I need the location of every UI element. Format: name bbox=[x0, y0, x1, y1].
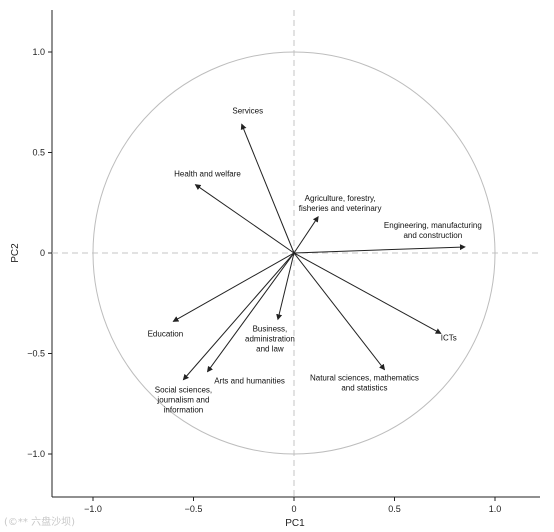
loading-vector bbox=[206, 252, 295, 373]
vector-label-line: Agriculture, forestry, bbox=[305, 194, 376, 203]
x-tick-label: −0.5 bbox=[185, 504, 203, 514]
y-tick-label: −1.0 bbox=[27, 449, 45, 459]
vector-label-line: Health and welfare bbox=[174, 170, 241, 179]
watermark-text: (©** 六盘沙坝) bbox=[4, 517, 75, 528]
y-axis-title: PC2 bbox=[10, 243, 21, 263]
y-tick-label: 0 bbox=[40, 248, 45, 258]
vector-label-line: and construction bbox=[403, 231, 462, 240]
loading-vector bbox=[293, 244, 466, 254]
vector-label: Arts and humanities bbox=[214, 377, 285, 386]
vector-label-line: and law bbox=[256, 344, 284, 353]
vector-label-line: journalism and bbox=[156, 396, 209, 405]
y-tick-label: −0.5 bbox=[27, 349, 45, 359]
x-tick-label: 1.0 bbox=[489, 504, 502, 514]
x-tick-label: −1.0 bbox=[84, 504, 102, 514]
loading-vector bbox=[194, 184, 295, 254]
loading-vector bbox=[172, 252, 295, 322]
vector-label: Engineering, manufacturing and constructi… bbox=[384, 221, 482, 240]
vector-label-line: fisheries and veterinary bbox=[299, 204, 382, 213]
loading-vector bbox=[240, 123, 295, 254]
y-tick-label: 0.5 bbox=[32, 148, 45, 158]
vector-label: ICTs bbox=[441, 333, 457, 342]
vector-label-line: ICTs bbox=[441, 333, 457, 342]
unit-circle bbox=[92, 51, 496, 455]
vector-label-line: Education bbox=[148, 329, 184, 338]
vector-label-line: Arts and humanities bbox=[214, 377, 285, 386]
vector-label: Education bbox=[148, 329, 184, 338]
vector-label-line: Business, bbox=[253, 324, 288, 333]
vector-label: Health and welfare bbox=[174, 170, 241, 179]
vector-label: Services bbox=[232, 106, 263, 115]
x-tick-label: 0 bbox=[291, 504, 296, 514]
loading-vector bbox=[182, 252, 295, 381]
vector-label-line: and statistics bbox=[341, 384, 387, 393]
y-tick-label: 1.0 bbox=[32, 47, 45, 57]
loading-vector bbox=[293, 252, 386, 371]
vector-label-line: Social sciences, bbox=[155, 386, 212, 395]
loading-vector bbox=[276, 252, 295, 321]
loading-vector bbox=[293, 215, 319, 254]
loading-vector bbox=[293, 252, 442, 334]
vector-label: Social sciences, journalism and informatio… bbox=[155, 386, 212, 415]
vector-label-line: administration bbox=[245, 334, 295, 343]
vector-label-line: Engineering, manufacturing bbox=[384, 221, 482, 230]
vector-label-line: Natural sciences, mathematics bbox=[310, 374, 419, 383]
vector-label-line: Services bbox=[232, 106, 263, 115]
vector-label-line: information bbox=[164, 406, 204, 415]
vector-label: Business, administration and law bbox=[245, 324, 295, 353]
vector-label: Natural sciences, mathematics and statist… bbox=[310, 374, 419, 393]
vector-label: Agriculture, forestry, fisheries and vete… bbox=[299, 194, 382, 213]
x-axis-title: PC1 bbox=[285, 518, 305, 529]
x-tick-label: 0.5 bbox=[388, 504, 401, 514]
